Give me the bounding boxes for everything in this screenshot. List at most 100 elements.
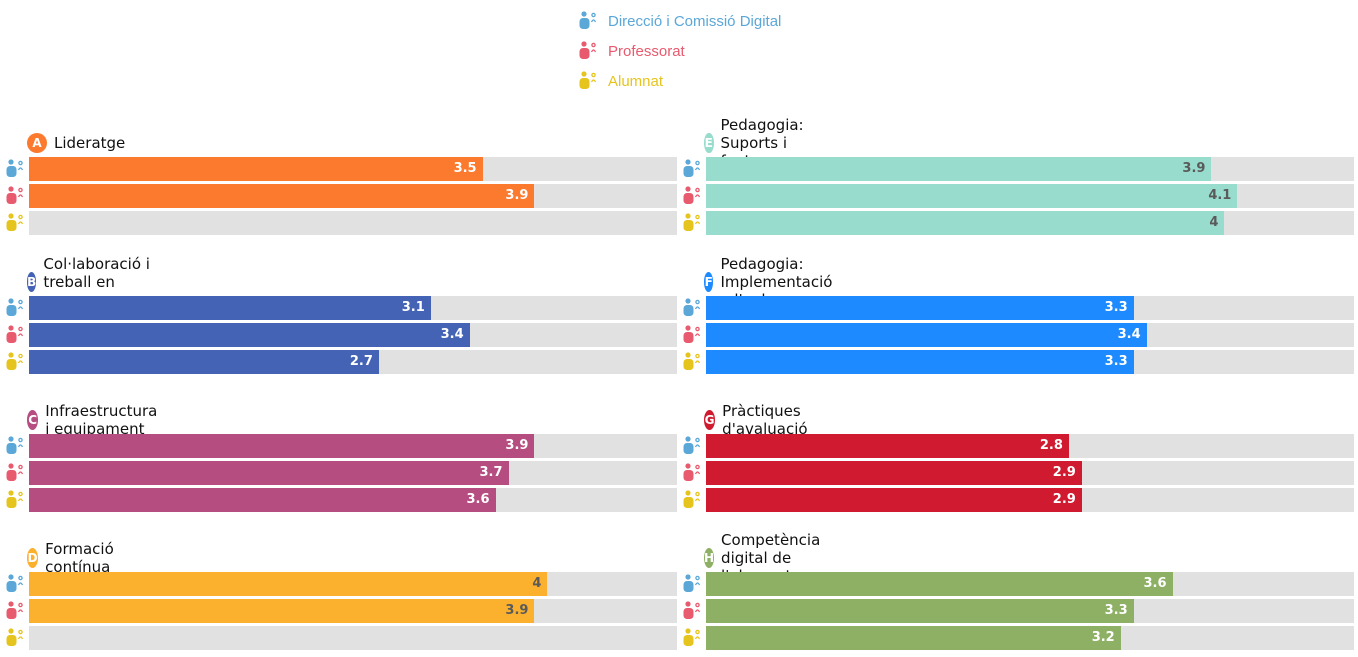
bar: 4.1 [706, 184, 1238, 208]
bar-value-label: 3.9 [1182, 161, 1206, 176]
bar: 3.3 [706, 296, 1134, 320]
bar-track: 3.6 [706, 572, 1354, 596]
legend-item-professorat: Professorat [578, 36, 781, 66]
bar-value-label: 4.1 [1208, 188, 1232, 203]
student-person-icon [682, 212, 704, 234]
teacher-person-icon [5, 462, 27, 484]
bar-row-alumnat [6, 211, 677, 235]
direccio-person-icon [682, 297, 704, 319]
student-person-icon [5, 351, 27, 373]
bar-value-label: 3.7 [479, 465, 503, 480]
bar: 3.4 [29, 323, 470, 347]
bar-track: 3.4 [706, 323, 1354, 347]
teacher-person-icon [682, 600, 704, 622]
bar: 3.9 [29, 599, 535, 623]
bar-track: 3.5 [29, 157, 677, 181]
bar-row-alumnat: 3.3 [683, 350, 1354, 374]
chart-legend: Direcció i Comissió Digital Professorat Al… [578, 6, 781, 96]
bar-track: 3.9 [29, 599, 677, 623]
bar: 2.9 [706, 488, 1082, 512]
bar-value-label: 3.2 [1091, 630, 1115, 645]
bar-row-professorat: 3.7 [6, 461, 677, 485]
panel-title: Infraestructura i equipament [45, 402, 158, 438]
panel-letter-badge: B [27, 272, 37, 292]
teacher-person-icon [5, 324, 27, 346]
student-person-icon [578, 70, 608, 92]
bar-track: 2.9 [706, 488, 1354, 512]
bar: 3.6 [706, 572, 1173, 596]
bar-row-alumnat: 3.6 [6, 488, 677, 512]
legend-item-alumnat: Alumnat [578, 66, 781, 96]
student-person-icon [682, 351, 704, 373]
bar-value-label: 4 [532, 576, 542, 591]
bar-row-direccio: 3.6 [683, 572, 1354, 596]
panel-header: A Lideratge [27, 131, 126, 155]
teacher-person-icon [5, 185, 27, 207]
bar-track: 3.3 [706, 350, 1354, 374]
direccio-person-icon [5, 297, 27, 319]
bar-value-label: 3.6 [466, 492, 490, 507]
direccio-person-icon [578, 10, 608, 32]
bar-row-direccio: 2.8 [683, 434, 1354, 458]
bar: 3.4 [706, 323, 1147, 347]
bar-value-label: 4 [1209, 215, 1219, 230]
bar-value-label: 2.8 [1039, 438, 1063, 453]
bar: 3.3 [706, 350, 1134, 374]
bar-value-label: 3.3 [1104, 603, 1128, 618]
bar-value-label: 3.5 [453, 161, 477, 176]
panel-title: Lideratge [54, 134, 126, 152]
panel-letter-badge: C [27, 410, 39, 430]
bar-value-label: 3.9 [505, 188, 529, 203]
panel-letter-badge: D [27, 548, 39, 568]
bar-row-direccio: 3.5 [6, 157, 677, 181]
bar-track: 3.9 [29, 434, 677, 458]
bar-row-direccio: 3.9 [6, 434, 677, 458]
student-person-icon [682, 627, 704, 649]
legend-label: Professorat [608, 42, 685, 60]
bar-row-professorat: 2.9 [683, 461, 1354, 485]
bar-track: 2.8 [706, 434, 1354, 458]
student-person-icon [5, 212, 27, 234]
bar: 3.2 [706, 626, 1121, 650]
bar-row-direccio: 3.3 [683, 296, 1354, 320]
direccio-person-icon [682, 573, 704, 595]
teacher-person-icon [682, 462, 704, 484]
panel-letter-badge: E [704, 133, 714, 153]
bar: 3.7 [29, 461, 509, 485]
teacher-person-icon [578, 40, 608, 62]
bar-row-professorat: 3.9 [6, 599, 677, 623]
direccio-person-icon [682, 435, 704, 457]
panel-letter-badge: A [27, 133, 47, 153]
bar-track: 3.1 [29, 296, 677, 320]
student-person-icon [5, 627, 27, 649]
bar-row-professorat: 4.1 [683, 184, 1354, 208]
panel-header: D Formació contínua [27, 540, 123, 576]
teacher-person-icon [682, 324, 704, 346]
panel-letter-badge: H [704, 548, 715, 568]
bar: 3.6 [29, 488, 496, 512]
panel-letter-badge: F [704, 272, 714, 292]
bar-track: 3.6 [29, 488, 677, 512]
bar-value-label: 2.9 [1052, 465, 1076, 480]
bar-row-alumnat [6, 626, 677, 650]
bar-row-alumnat: 2.7 [6, 350, 677, 374]
bar-row-professorat: 3.9 [6, 184, 677, 208]
bar-track: 3.9 [706, 157, 1354, 181]
bar-track: 2.7 [29, 350, 677, 374]
bar-value-label: 3.9 [505, 438, 529, 453]
panel-header: C Infraestructura i equipament [27, 402, 166, 438]
bar-value-label: 3.1 [401, 300, 425, 315]
bar-value-label: 3.4 [440, 327, 464, 342]
bar-value-label: 2.9 [1052, 492, 1076, 507]
bar: 3.9 [29, 434, 535, 458]
bar: 3.9 [706, 157, 1212, 181]
bar-track: 4 [706, 211, 1354, 235]
bar-row-direccio: 4 [6, 572, 677, 596]
panel-header: G Pràctiques d'avaluació [704, 402, 816, 438]
bar: 3.1 [29, 296, 431, 320]
bar-row-professorat: 3.3 [683, 599, 1354, 623]
bar-value-label: 2.7 [349, 354, 373, 369]
